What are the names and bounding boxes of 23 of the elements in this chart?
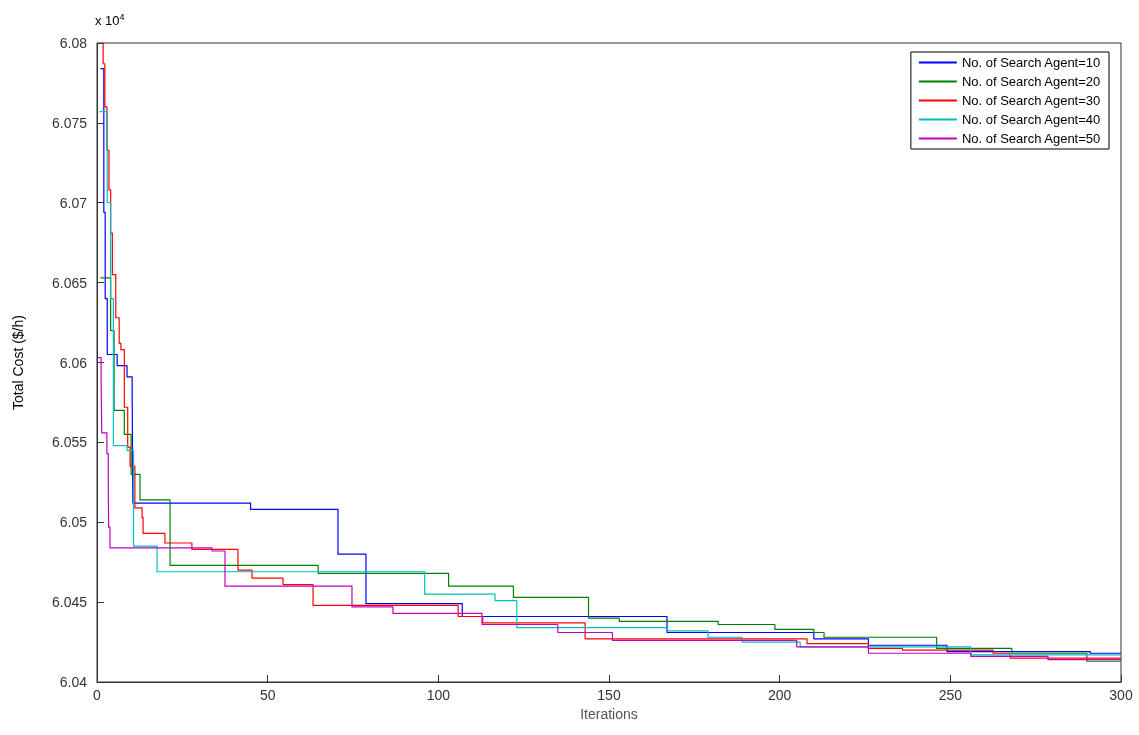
y-tick-label: 6.07 [59,194,88,211]
x-tick-label: 300 [1109,687,1133,703]
y-tick-label: 6.05 [59,514,88,531]
legend-label: No. of Search Agent=50 [961,131,1101,146]
y-tick-label: 6.045 [51,594,88,611]
legend-label: No. of Search Agent=40 [961,112,1101,127]
legend-label: No. of Search Agent=20 [961,74,1101,89]
x-tick-label: 0 [93,687,102,703]
x-axis-title: Iterations [580,705,638,722]
x-tick-label: 150 [597,687,621,703]
legend-label: No. of Search Agent=10 [961,55,1101,70]
y-tick-label: 6.08 [59,35,88,51]
y-tick-label: 6.06 [59,354,88,371]
y-tick-label: 6.075 [51,114,88,131]
y-tick-label: 6.065 [51,274,88,291]
y-tick-label: 6.04 [59,674,88,690]
legend-label: No. of Search Agent=30 [961,93,1101,108]
x-tick-label: 200 [767,687,792,703]
y-tick-label: 6.055 [51,434,88,451]
x-tick-label: 100 [426,687,451,703]
x-tick-label: 250 [938,687,963,703]
y-axis-title: Total Cost ($/h) [10,315,26,410]
x-tick-label: 50 [259,687,276,703]
